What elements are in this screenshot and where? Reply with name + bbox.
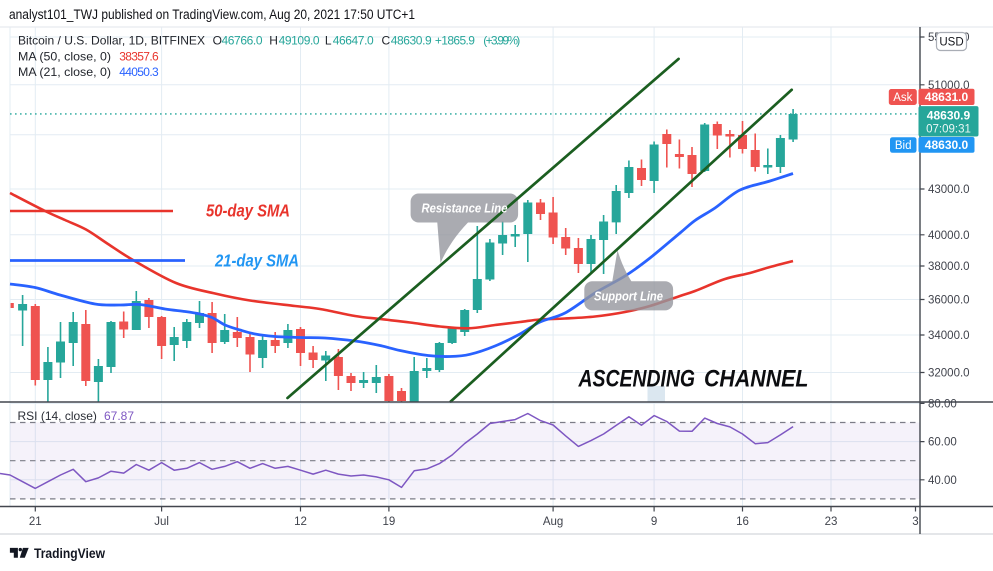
svg-text:16: 16 [736,516,749,528]
svg-text:MA (21, close, 0)44050.3: MA (21, close, 0) 44050.3 [18,65,159,79]
svg-text:21: 21 [29,516,42,528]
svg-text:Bid: Bid [895,140,912,152]
svg-text:40.00: 40.00 [928,475,957,487]
svg-text:07:09:31: 07:09:31 [926,124,971,136]
svg-text:Bitcoin / U.S. Dollar, 1D, BIT: Bitcoin / U.S. Dollar, 1D, BITFINEX O4676… [18,34,520,48]
svg-text:Jul: Jul [154,516,169,528]
svg-text:80.00: 80.00 [928,398,957,410]
svg-text:60.00: 60.00 [928,437,957,449]
svg-text:36000.0: 36000.0 [928,295,970,307]
svg-text:48630.9: 48630.9 [927,109,971,123]
svg-text:RSI (14, close)67.87: RSI (14, close) 67.87 [18,409,135,423]
svg-text:USD: USD [939,37,963,49]
svg-text:Ask: Ask [893,92,912,104]
svg-text:9: 9 [651,516,657,528]
svg-text:23: 23 [825,516,838,528]
svg-text:21-day SMA: 21-day SMA [214,251,299,271]
svg-text:12: 12 [294,516,307,528]
svg-text:MA (50, close, 0)38357.6: MA (50, close, 0) 38357.6 [18,50,159,64]
svg-text:32000.0: 32000.0 [928,368,970,380]
svg-text:34000.0: 34000.0 [928,330,970,342]
svg-text:43000.0: 43000.0 [928,184,970,196]
svg-text:Resistance Line: Resistance Line [422,201,508,216]
svg-text:40000.0: 40000.0 [928,230,970,242]
svg-text:TradingView: TradingView [34,546,105,561]
svg-text:50-day SMA: 50-day SMA [206,201,290,221]
svg-text:19: 19 [383,516,396,528]
svg-text:48631.0: 48631.0 [925,90,969,104]
svg-text:3: 3 [912,516,918,528]
svg-text:Aug: Aug [543,516,563,528]
svg-text:Support Line: Support Line [594,289,663,304]
svg-text:analyst101_TWJ published on Tr: analyst101_TWJ published on TradingView.… [9,7,415,22]
svg-text:48630.0: 48630.0 [925,138,969,152]
svg-text:38000.0: 38000.0 [928,261,970,273]
